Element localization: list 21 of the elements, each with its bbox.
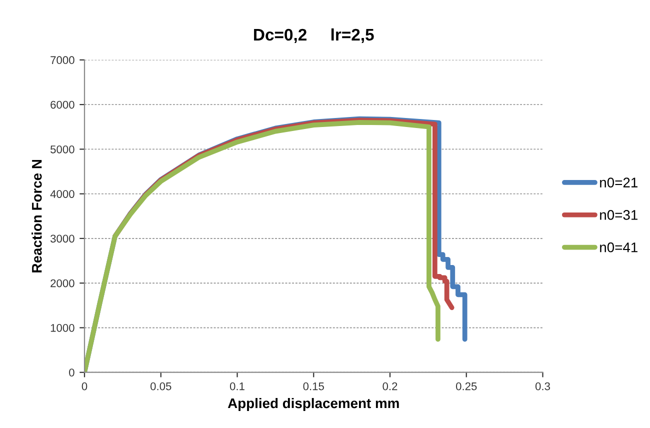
x-tick-label: 0.3: [535, 382, 550, 390]
y-tick-label: 1000: [50, 324, 74, 332]
y-tick-label: 5000: [50, 145, 74, 154]
y-tick-label: 0: [69, 368, 74, 376]
x-tick-label: 0.2: [382, 382, 398, 390]
y-axis-title: Reaction Force N: [32, 160, 42, 272]
x-tick-label: 0.05: [150, 382, 172, 390]
y-tick-label: 2000: [50, 279, 74, 288]
x-axis-title: Applied displacement mm: [228, 398, 399, 411]
y-tick-label: 6000: [50, 100, 74, 109]
x-tick-label: 0.1: [230, 382, 244, 390]
legend-label: n0=41: [600, 242, 638, 252]
y-tick-label: 4000: [50, 190, 74, 198]
legend-label: n0=21: [600, 178, 638, 188]
y-tick-label: 7000: [50, 56, 74, 64]
y-tick-label: 3000: [50, 234, 74, 243]
x-tick-label: 0.15: [303, 382, 324, 390]
legend-label: n0=31: [600, 210, 638, 220]
chart-title: Dc=0,2 lr=2,5: [254, 28, 374, 44]
x-tick-label: 0: [82, 382, 88, 390]
x-tick-label: 0.25: [456, 382, 477, 390]
